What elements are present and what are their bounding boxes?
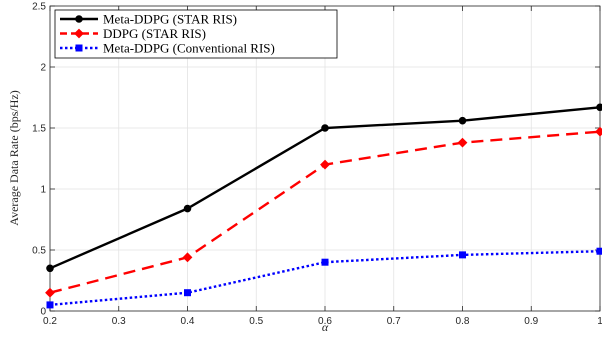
data-point <box>183 204 192 213</box>
y-tick-label: 1 <box>40 185 46 196</box>
data-point <box>46 301 54 309</box>
data-point <box>595 126 602 137</box>
y-tick-label: 1.5 <box>32 124 46 135</box>
data-point <box>596 247 602 255</box>
series-3 <box>46 247 602 309</box>
x-tick-label: 0.4 <box>181 316 195 327</box>
legend-item: DDPG (STAR RIS) <box>60 26 206 41</box>
x-tick-label: 1 <box>597 316 602 327</box>
legend-item: Meta-DDPG (Conventional RIS) <box>60 41 275 56</box>
legend: Meta-DDPG (STAR RIS)DDPG (STAR RIS)Meta-… <box>54 9 338 59</box>
legend-marker <box>75 44 83 52</box>
legend-label: Meta-DDPG (STAR RIS) <box>103 12 237 27</box>
data-point <box>321 258 329 266</box>
legend-marker <box>74 28 84 39</box>
data-point <box>45 287 55 298</box>
data-point <box>457 137 468 148</box>
x-tick-label: 0.2 <box>43 316 57 327</box>
y-tick-label: 0 <box>40 307 46 318</box>
data-point <box>459 251 466 259</box>
series-2 <box>45 126 602 298</box>
data-point <box>458 116 467 125</box>
y-tick-label: 2 <box>40 63 46 74</box>
x-tick-label: 0.5 <box>249 316 263 327</box>
legend-label: DDPG (STAR RIS) <box>103 26 206 41</box>
data-point <box>184 289 191 297</box>
series-line <box>49 250 601 307</box>
series-1 <box>46 103 602 273</box>
x-tick-label: 0.6 <box>318 316 332 327</box>
x-tick-label: 0.3 <box>112 316 126 327</box>
y-tick-label: 0.5 <box>32 246 46 257</box>
x-tick-label: 0.9 <box>524 316 538 327</box>
data-point <box>596 103 602 112</box>
y-tick-label: 2.5 <box>32 2 46 13</box>
x-tick-label: 0.8 <box>456 316 470 327</box>
data-point <box>46 264 54 273</box>
legend-marker <box>75 15 83 23</box>
legend-box <box>54 9 338 59</box>
legend-label: Meta-DDPG (Conventional RIS) <box>103 41 275 56</box>
x-axis-label: α <box>322 320 329 334</box>
series-layer <box>45 103 602 309</box>
data-point <box>182 252 193 263</box>
x-axis: 0.2 0.3 0.4 0.5 0.6 0.7 0.8 0.9 1 <box>43 6 602 327</box>
data-point <box>321 124 329 132</box>
y-axis: 0 0.5 1 1.5 2 2.5 <box>32 2 600 318</box>
data-point <box>320 159 330 170</box>
y-axis-label: Average Data Rate (bps/Hz) <box>7 90 21 225</box>
legend-item: Meta-DDPG (STAR RIS) <box>60 12 237 27</box>
x-tick-label: 0.7 <box>387 316 401 327</box>
